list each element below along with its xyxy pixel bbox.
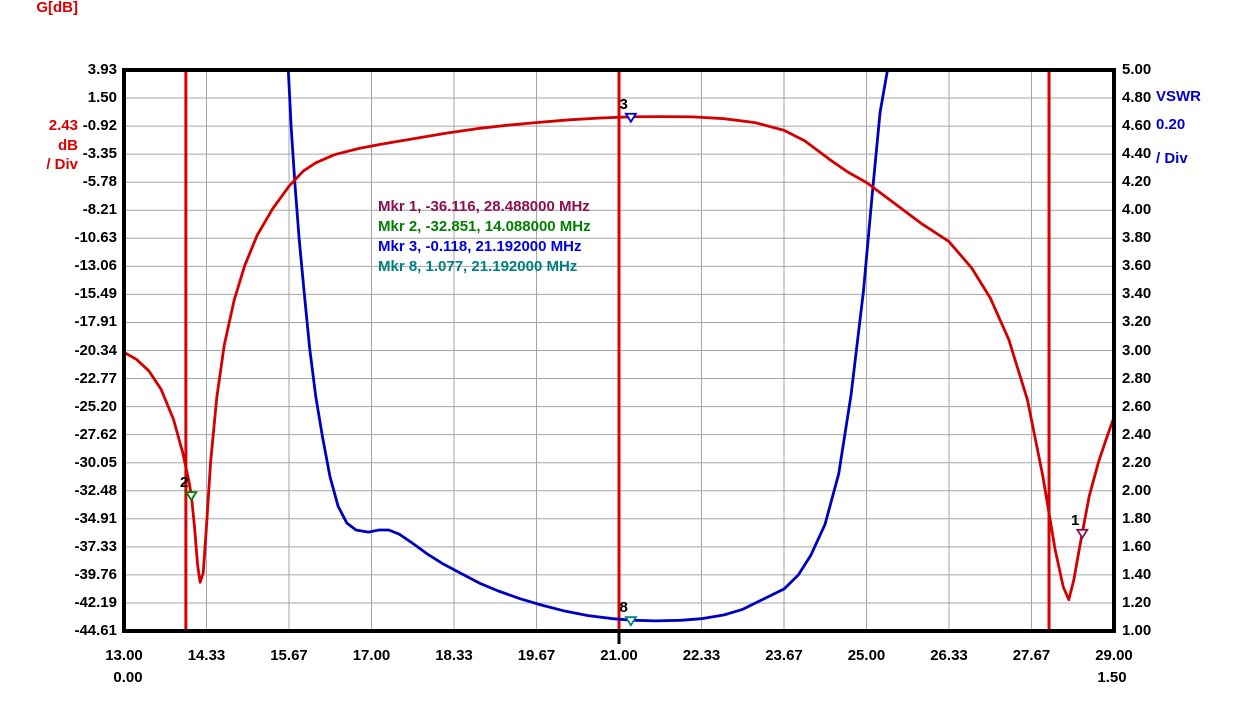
left-axis-tick: -22.77	[74, 369, 117, 387]
right-axis-tick: 4.60	[1122, 117, 1152, 135]
right-axis-tick: 3.20	[1122, 313, 1152, 331]
left-axis-tick: -27.62	[74, 425, 117, 443]
x-axis-tick: 21.00	[600, 647, 638, 664]
x-axis-tick: 29.00	[1095, 647, 1133, 664]
left-axis-scale-suffix: / Div	[46, 156, 78, 173]
right-axis-tick: 3.80	[1122, 229, 1152, 247]
right-axis-tick: 2.80	[1122, 369, 1152, 387]
left-axis-tick: -25.20	[74, 397, 117, 415]
right-axis-scale-suffix: / Div	[1156, 150, 1188, 167]
x-axis-tick: 26.33	[930, 647, 968, 664]
x-axis-tick: 17.00	[352, 647, 391, 664]
right-axis-tick: 4.00	[1122, 201, 1152, 219]
right-axis-tick: 2.00	[1122, 481, 1152, 499]
marker-symbol-2[interactable]: 2	[180, 474, 198, 502]
marker-readout-line: Mkr 2, -32.851, 14.088000 MHz	[378, 218, 591, 235]
right-axis-tick: 1.20	[1122, 593, 1152, 611]
right-axis-tick: 4.40	[1122, 145, 1152, 163]
marker-readout-line: Mkr 1, -36.116, 28.488000 MHz	[378, 198, 590, 215]
x-axis-tick: 23.67	[765, 647, 803, 664]
right-axis-tick: 4.20	[1122, 173, 1152, 191]
left-axis-tick: -3.35	[82, 145, 117, 163]
marker-triangle-icon	[184, 491, 198, 502]
left-axis-tick: -20.34	[74, 341, 117, 359]
marker-symbol-1[interactable]: 1	[1071, 512, 1089, 540]
marker-triangle-icon	[1075, 528, 1089, 540]
left-axis-tick: -5.78	[82, 173, 117, 191]
right-axis-tick: 2.60	[1122, 397, 1152, 415]
left-axis-tick: 1.50	[87, 89, 117, 107]
x-axis-tick: 22.33	[682, 647, 721, 664]
right-axis-tick: 2.20	[1122, 453, 1152, 471]
x-axis-tick: 18.33	[435, 647, 473, 664]
left-axis-tick: -0.92	[82, 117, 117, 135]
left-axis-tick: 3.93	[87, 61, 117, 78]
right-axis-tick: 3.40	[1122, 285, 1152, 303]
x-axis-tick: 27.67	[1012, 647, 1051, 664]
plot-frame	[122, 68, 1116, 633]
x-axis-tick: 14.33	[187, 647, 226, 664]
marker-triangle-icon	[624, 112, 638, 124]
right-axis-tick: 3.60	[1122, 257, 1152, 275]
marker-readout-line: Mkr 8, 1.077, 21.192000 MHz	[378, 258, 578, 275]
marker-readout-block: Mkr 1, -36.116, 28.488000 MHz Mkr 2, -32.…	[378, 197, 591, 277]
left-axis-tick: -39.76	[74, 565, 117, 583]
left-axis-scale-unit: dB	[58, 137, 78, 154]
marker-symbol-3[interactable]: 3	[620, 96, 638, 124]
left-axis-tick: -30.05	[74, 453, 117, 471]
right-axis-tick: 4.80	[1122, 89, 1152, 107]
right-axis-tick: 1.00	[1122, 622, 1152, 639]
x-axis-tick: 15.67	[270, 647, 308, 664]
left-axis-tick: -8.21	[82, 201, 117, 219]
x-axis-tick: 19.67	[517, 647, 556, 664]
right-axis-scale-value: 0.20	[1156, 116, 1186, 133]
right-axis-tick: 5.00	[1122, 61, 1152, 78]
x-axis-tick: 13.00	[105, 647, 143, 664]
marker-number-label: 8	[620, 599, 628, 616]
right-axis-tick: 3.00	[1122, 341, 1152, 359]
left-axis-tick: -17.91	[74, 313, 117, 331]
right-axis-tick: 1.60	[1122, 537, 1152, 555]
gain-curve	[122, 115, 1116, 602]
right-axis-tick: 1.80	[1122, 509, 1152, 527]
left-axis-title: G[dB]	[36, 0, 78, 16]
left-axis-tick: -32.48	[74, 481, 117, 499]
marker-symbol-8[interactable]: 8	[620, 599, 638, 627]
marker-triangle-icon	[624, 616, 638, 627]
left-axis-scale-value: 2.43	[48, 117, 78, 134]
marker-readout-line: Mkr 3, -0.118, 21.192000 MHz	[378, 238, 582, 255]
marker-number-label: 2	[180, 474, 188, 491]
vswr-curve	[286, 68, 889, 623]
left-axis-tick: -34.91	[74, 509, 117, 527]
left-axis-tick: -10.63	[74, 229, 117, 247]
marker-number-label: 3	[620, 96, 628, 113]
x-axis-sub-label-left: 0.00	[113, 669, 143, 686]
left-axis-tick: -13.06	[74, 257, 117, 275]
right-axis-tick: 1.40	[1122, 565, 1152, 583]
x-axis-sub-label-right: 1.50	[1097, 669, 1127, 686]
right-axis-tick: 2.40	[1122, 425, 1152, 443]
left-axis-tick: -37.33	[74, 537, 117, 555]
x-axis-tick: 25.00	[847, 647, 886, 664]
marker-number-label: 1	[1071, 512, 1079, 529]
right-axis-title: VSWR	[1156, 88, 1201, 105]
left-axis-tick: -42.19	[74, 593, 117, 611]
left-axis-tick: -15.49	[74, 285, 117, 303]
left-axis-tick: -44.61	[74, 622, 117, 639]
band-edge-reference-lines	[184, 70, 1051, 631]
